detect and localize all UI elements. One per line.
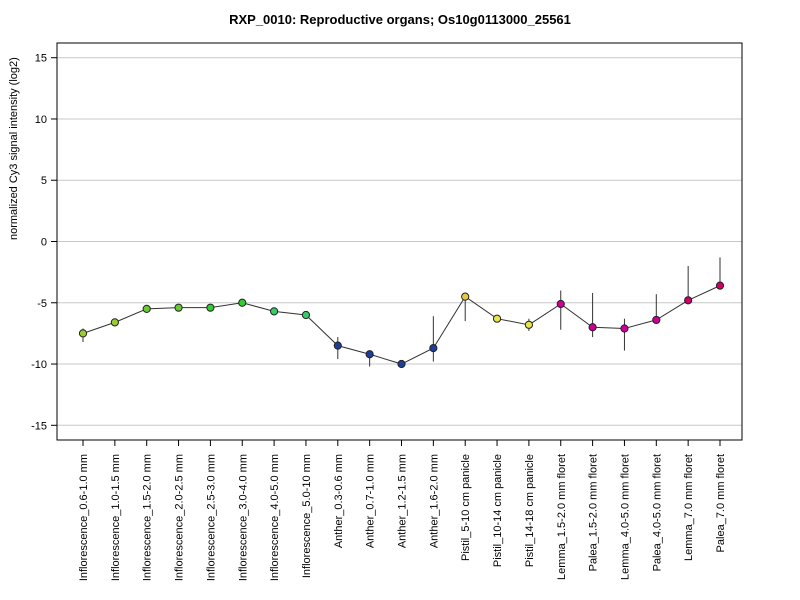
data-points <box>78 281 725 369</box>
data-point <box>588 323 597 332</box>
data-point <box>397 359 406 369</box>
data-point <box>174 303 183 312</box>
y-tick-label: -15 <box>31 420 47 432</box>
x-tick-label: Inflorescence_2.5-3.0 mm <box>205 454 217 581</box>
data-point <box>270 307 279 316</box>
x-tick-label: Anther_1.2-1.5 mm <box>397 454 409 548</box>
x-tick-label: Anther_1.6-2.0 mm <box>428 454 440 548</box>
y-tick-label: 15 <box>35 53 47 65</box>
error-bars <box>82 257 721 367</box>
y-axis: 15 10 5 0 -5 -10 -15 <box>31 53 57 432</box>
data-point <box>110 318 119 327</box>
data-point <box>620 324 629 333</box>
x-tick-label: Lemma_1.5-2.0 mm floret <box>556 454 568 580</box>
data-point <box>78 329 88 338</box>
chart-title: RXP_0010: Reproductive organs; Os10g0113… <box>229 12 571 27</box>
y-tick-label: 10 <box>35 114 47 126</box>
x-tick-label: Lemma_4.0-5.0 mm floret <box>619 454 631 580</box>
x-tick-label: Pistil_5-10 cm panicle <box>460 454 472 561</box>
x-tick-label: Inflorescence_5.0-10 mm <box>301 454 313 578</box>
data-point <box>206 303 215 312</box>
x-tick-label: Anther_0.3-0.6 mm <box>333 454 345 548</box>
y-tick-label: 5 <box>41 175 47 187</box>
y-tick-label: -5 <box>37 298 47 310</box>
data-point <box>556 299 565 309</box>
x-tick-label: Inflorescence_3.0-4.0 mm <box>237 454 249 581</box>
data-point <box>333 341 342 350</box>
x-tick-label: Inflorescence_4.0-5.0 mm <box>269 454 281 581</box>
data-point <box>652 315 661 325</box>
data-point <box>365 350 374 359</box>
x-tick-label: Palea_7.0 mm floret <box>715 454 727 552</box>
data-point <box>429 344 438 353</box>
gridlines <box>57 57 742 426</box>
x-tick-label: Palea_4.0-5.0 mm floret <box>651 454 663 571</box>
x-tick-label: Pistil_14-18 cm panicle <box>524 454 536 567</box>
data-point <box>238 298 247 307</box>
data-point <box>461 292 470 301</box>
x-tick-label: Inflorescence_1.5-2.0 mm <box>142 454 154 581</box>
y-tick-label: 0 <box>41 237 47 249</box>
x-tick-label: Inflorescence_1.0-1.5 mm <box>110 454 122 581</box>
data-point <box>492 314 502 323</box>
data-point <box>142 304 151 313</box>
x-tick-label: Inflorescence_0.6-1.0 mm <box>78 454 90 581</box>
x-tick-label: Lemma_7.0 mm floret <box>683 454 695 561</box>
data-point <box>684 296 693 305</box>
x-axis: Inflorescence_0.6-1.0 mm Inflorescence_1.… <box>78 440 727 581</box>
x-tick-label: Pistil_10-14 cm panicle <box>492 454 504 567</box>
plot-frame <box>56 42 743 441</box>
x-tick-label: Inflorescence_2.0-2.5 mm <box>174 454 186 581</box>
x-tick-label: Anther_0.7-1.0 mm <box>365 454 377 548</box>
data-point <box>301 310 311 320</box>
data-point <box>524 320 534 329</box>
x-tick-label: Palea_1.5-2.0 mm floret <box>588 454 600 571</box>
data-point <box>715 281 725 290</box>
y-tick-label: -10 <box>31 359 47 371</box>
